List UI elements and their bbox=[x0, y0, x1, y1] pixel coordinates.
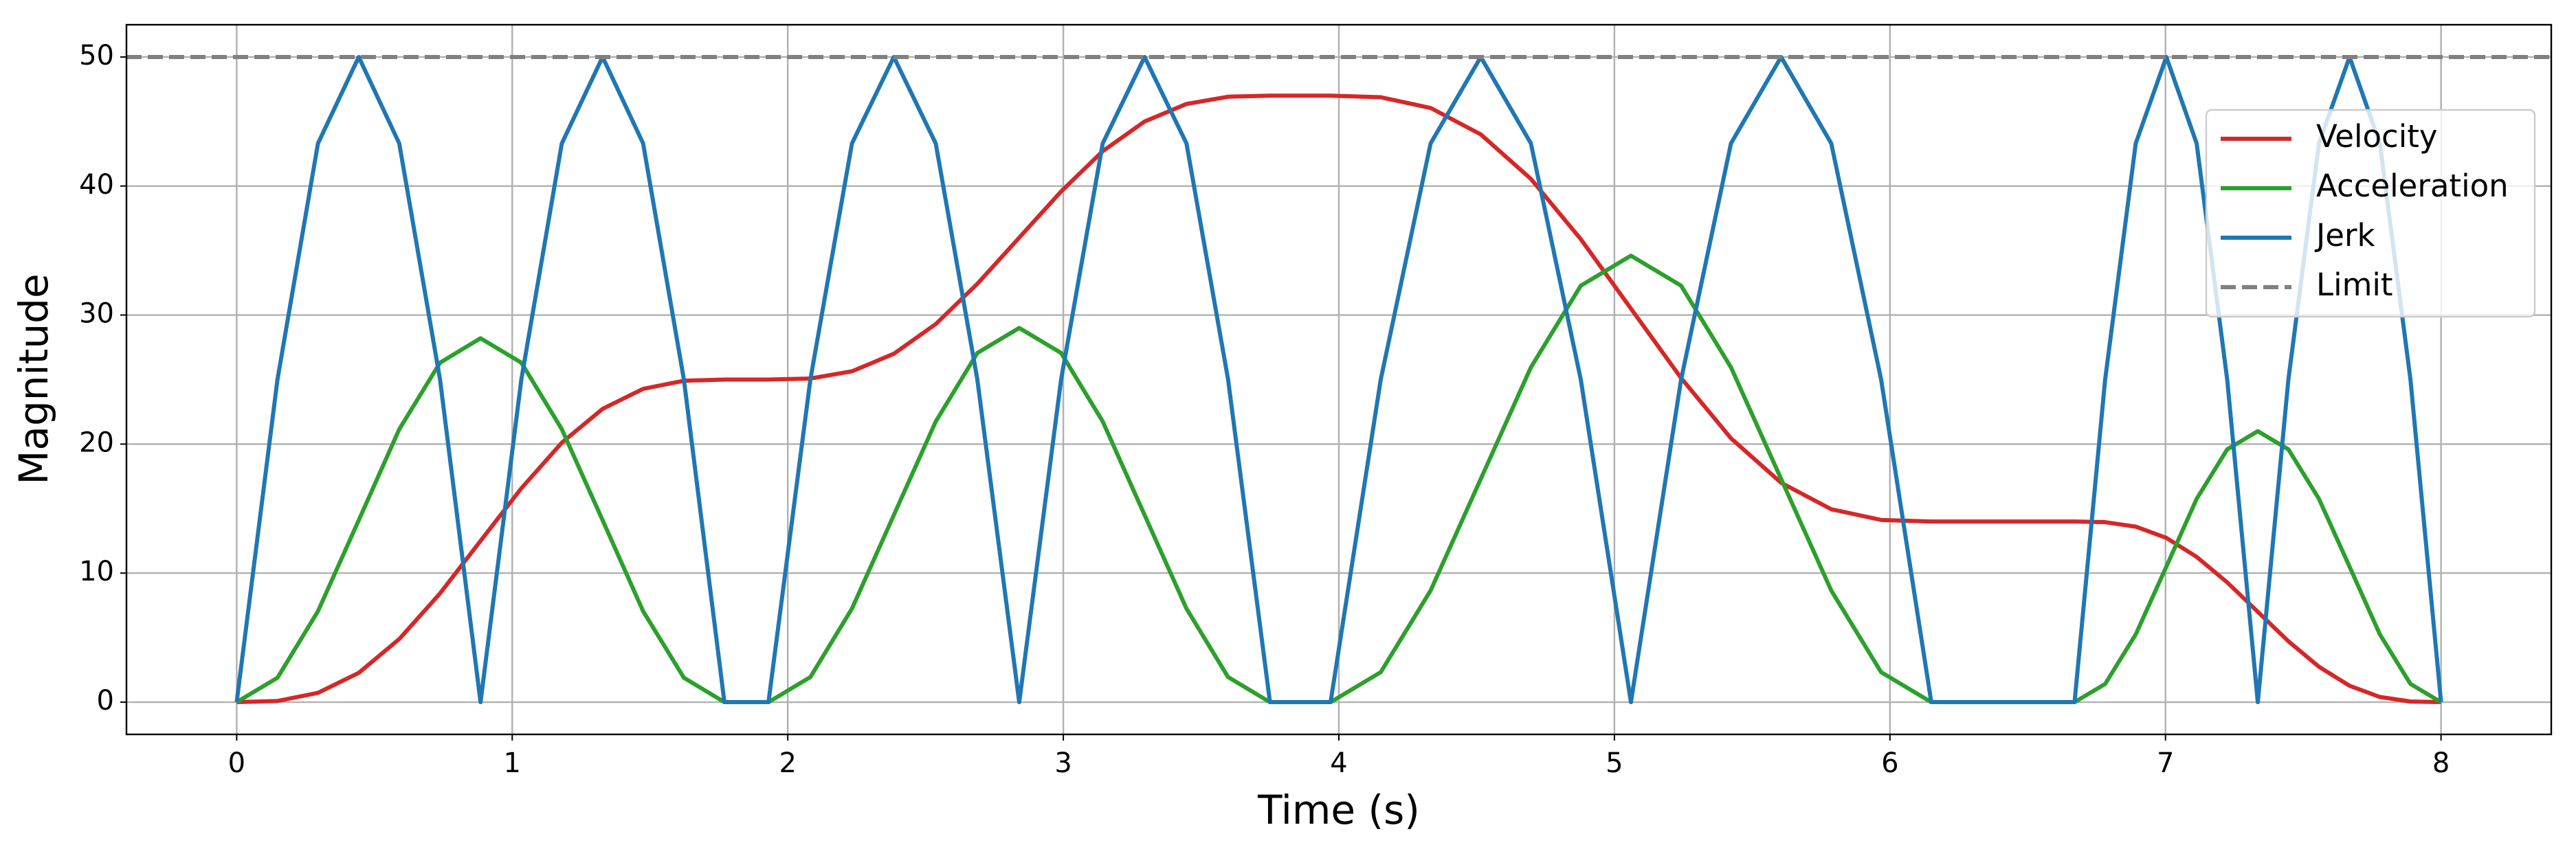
x-tick-label: 8 bbox=[2432, 747, 2450, 779]
x-tick-label: 5 bbox=[1606, 747, 1623, 779]
x-tick-label: 1 bbox=[504, 747, 521, 779]
plot-frame bbox=[125, 23, 2553, 736]
y-tick-label: 40 bbox=[79, 169, 114, 201]
x-tick-label: 4 bbox=[1330, 747, 1347, 779]
x-tick-label: 3 bbox=[1054, 747, 1072, 779]
y-axis-label: Magnitude bbox=[10, 273, 57, 484]
y-tick-label: 50 bbox=[79, 40, 114, 71]
legend-label: Velocity bbox=[2316, 118, 2438, 155]
y-tick-label: 0 bbox=[97, 685, 114, 717]
x-axis-label: Time (s) bbox=[1257, 787, 1420, 833]
series-line bbox=[234, 54, 2443, 705]
x-tick-label: 0 bbox=[228, 747, 245, 779]
y-tick-label: 30 bbox=[79, 298, 114, 330]
x-tick-label: 7 bbox=[2157, 747, 2174, 779]
legend-label: Jerk bbox=[2314, 217, 2375, 254]
legend-label: Limit bbox=[2316, 267, 2393, 303]
legend-label: Acceleration bbox=[2316, 168, 2509, 204]
x-tick-label: 6 bbox=[1881, 747, 1898, 779]
series-line bbox=[236, 93, 2441, 705]
x-tick-label: 2 bbox=[779, 747, 796, 779]
legend-box bbox=[2205, 109, 2536, 318]
y-tick-label: 10 bbox=[79, 556, 114, 587]
y-tick-label: 20 bbox=[79, 427, 114, 458]
